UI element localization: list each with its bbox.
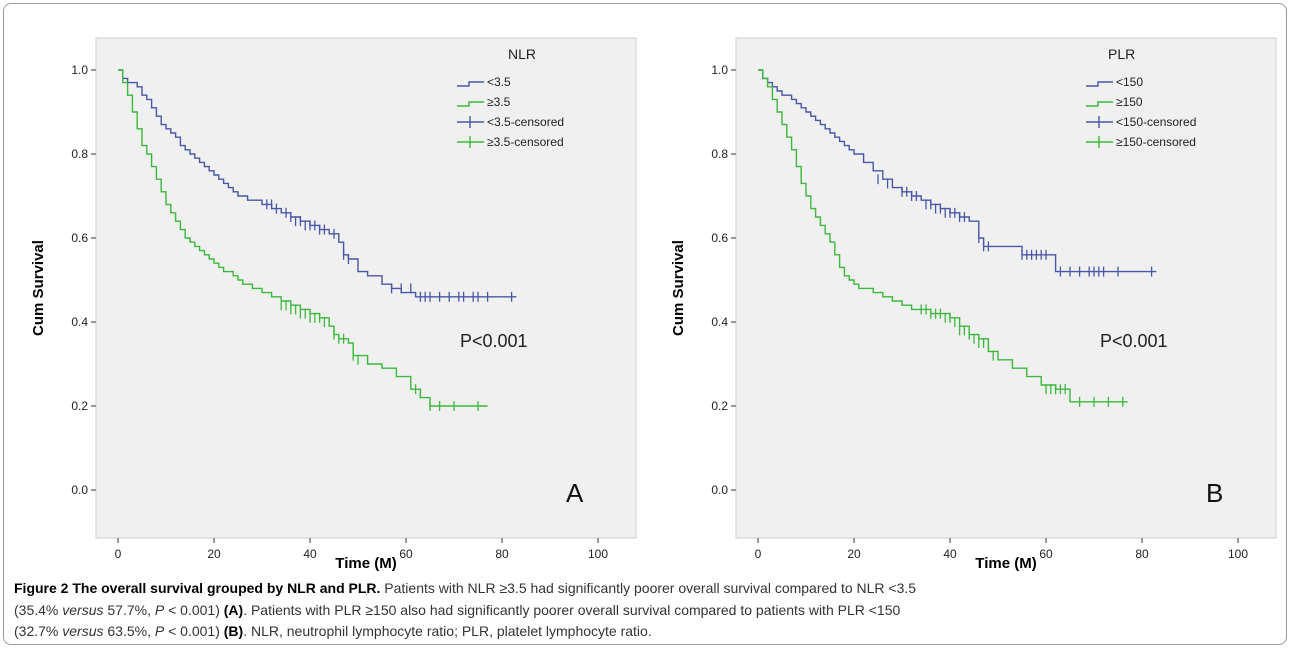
survival-curves bbox=[118, 69, 517, 411]
caption-text: . NLR, neutrophil lymphocyte ratio; PLR,… bbox=[243, 623, 652, 639]
x-tick-label: 0 bbox=[755, 547, 762, 561]
y-tick-label: 0.8 bbox=[71, 147, 88, 161]
x-tick-label: 0 bbox=[115, 547, 122, 561]
y-tick-label: 0.6 bbox=[71, 231, 88, 245]
y-tick-label: 0.2 bbox=[71, 399, 88, 413]
legend-line-swatch bbox=[1086, 101, 1113, 107]
x-tick-label: 60 bbox=[1039, 547, 1053, 561]
caption-text: 57.7%, bbox=[103, 601, 155, 618]
y-tick-label: 0.2 bbox=[711, 399, 728, 413]
x-tick-label: 40 bbox=[303, 547, 317, 561]
y-tick-label: 0.0 bbox=[71, 483, 88, 497]
plot-background bbox=[95, 37, 637, 539]
caption-text: Patients with NLR ≥3.5 had significantly… bbox=[380, 580, 917, 596]
axes: 0.0 0.2 0.4 0.6 0.8 1.0 0 20 40 60 80 100 bbox=[711, 63, 1248, 561]
legend-title: NLR bbox=[508, 46, 536, 62]
caption-italic: versus bbox=[62, 601, 104, 618]
legend-label-high-censored: ≥3.5-censored bbox=[487, 135, 564, 149]
legend-censor-swatch bbox=[1086, 116, 1113, 128]
caption-text: (32.7% bbox=[14, 623, 63, 639]
x-axis-label: Time (M) bbox=[335, 555, 396, 572]
x-tick-label: 20 bbox=[847, 547, 861, 561]
legend-censor-swatch bbox=[457, 116, 484, 128]
y-tick-label: 0.6 bbox=[711, 231, 728, 245]
survival-curve-high bbox=[118, 69, 488, 407]
km-chart-plr: 0.0 0.2 0.4 0.6 0.8 1.0 0 20 40 60 80 100 PLR <150 … bbox=[670, 37, 1277, 572]
p-value-annotation: P<0.001 bbox=[460, 331, 528, 351]
legend-label-high-censored: ≥150-censored bbox=[1116, 135, 1196, 149]
panel-label: A bbox=[566, 478, 584, 508]
y-tick-label: 1.0 bbox=[711, 63, 728, 77]
caption-panel-ref-a: (A) bbox=[223, 601, 244, 618]
x-tick-label: 20 bbox=[207, 547, 221, 561]
y-tick-label: 0.8 bbox=[711, 147, 728, 161]
caption-title: Figure 2 The overall survival grouped by… bbox=[14, 580, 381, 596]
legend-censor-swatch bbox=[1086, 136, 1113, 148]
survival-curves bbox=[758, 69, 1157, 407]
caption-text: . Patients with PLR ≥150 also had signif… bbox=[243, 601, 901, 618]
survival-curve-low bbox=[758, 69, 1157, 273]
legend-label-high: ≥150 bbox=[1116, 95, 1143, 109]
x-tick-label: 60 bbox=[399, 547, 413, 561]
figure-caption: Figure 2 The overall survival grouped by… bbox=[14, 578, 1276, 643]
legend-label-high: ≥3.5 bbox=[487, 95, 511, 109]
y-tick-label: 0.0 bbox=[711, 483, 728, 497]
legend-title: PLR bbox=[1108, 46, 1135, 62]
legend-line-swatch bbox=[1086, 81, 1113, 87]
caption-italic: P bbox=[154, 601, 165, 618]
caption-text: (35.4% bbox=[14, 601, 63, 618]
survival-curve-low bbox=[118, 69, 517, 298]
legend-label-low-censored: <3.5-censored bbox=[487, 115, 564, 129]
legend-label-low: <150 bbox=[1116, 75, 1143, 89]
caption-italic: P bbox=[154, 623, 165, 639]
x-tick-label: 100 bbox=[588, 547, 608, 561]
x-tick-label: 40 bbox=[943, 547, 957, 561]
legend-line-swatch bbox=[457, 101, 484, 107]
km-chart-nlr: 0.0 0.2 0.4 0.6 0.8 1.0 0 20 40 60 80 100 NLR <3.5 … bbox=[30, 37, 637, 572]
x-tick-label: 80 bbox=[1135, 547, 1149, 561]
y-tick-label: 0.4 bbox=[71, 315, 88, 329]
caption-text: < 0.001) bbox=[164, 601, 224, 618]
p-value-annotation: P<0.001 bbox=[1100, 331, 1168, 351]
caption-italic: versus bbox=[62, 623, 104, 639]
y-tick-label: 1.0 bbox=[71, 63, 88, 77]
x-tick-label: 80 bbox=[495, 547, 509, 561]
y-tick-label: 0.4 bbox=[711, 315, 728, 329]
y-axis-label: Cum Survival bbox=[670, 240, 687, 336]
x-tick-label: 100 bbox=[1228, 547, 1248, 561]
legend-censor-swatch bbox=[457, 136, 484, 148]
legend: PLR <150 ≥150 <150-censored ≥150-censore… bbox=[1086, 46, 1196, 149]
caption-text: 63.5%, bbox=[103, 623, 155, 639]
x-axis-label: Time (M) bbox=[975, 555, 1036, 572]
figure-frame bbox=[3, 3, 1287, 645]
y-axis-label: Cum Survival bbox=[30, 240, 47, 336]
legend: NLR <3.5 ≥3.5 <3.5-censored ≥3.5-censore… bbox=[457, 46, 564, 149]
legend-label-low: <3.5 bbox=[487, 75, 511, 89]
caption-panel-ref-b: (B) bbox=[223, 623, 244, 639]
legend-label-low-censored: <150-censored bbox=[1116, 115, 1196, 129]
axes: 0.0 0.2 0.4 0.6 0.8 1.0 0 20 40 60 80 100 bbox=[71, 63, 608, 561]
panel-label: B bbox=[1206, 478, 1223, 508]
legend-line-swatch bbox=[457, 81, 484, 87]
caption-text: < 0.001) bbox=[164, 623, 224, 639]
plot-background bbox=[735, 37, 1277, 539]
